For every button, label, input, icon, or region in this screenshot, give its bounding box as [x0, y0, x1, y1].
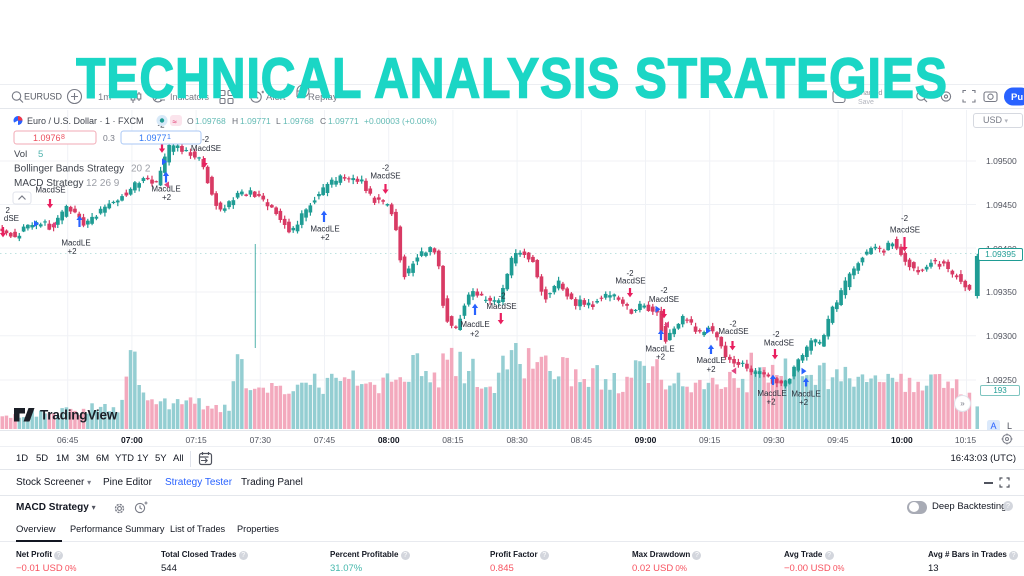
svg-text:1: 1	[167, 134, 171, 141]
svg-text:-2: -2	[901, 214, 909, 223]
svg-text:MacdSE: MacdSE	[35, 186, 65, 195]
svg-text:+0.00003 (+0.00%): +0.00003 (+0.00%)	[364, 116, 437, 126]
svg-text:MacdLE: MacdLE	[460, 320, 489, 329]
svg-text:1.09768: 1.09768	[283, 116, 314, 126]
svg-text:MacdSE: MacdSE	[486, 302, 516, 311]
svg-text:EURUSD: EURUSD	[24, 92, 63, 102]
svg-text:L: L	[276, 116, 281, 126]
svg-text:1.0977: 1.0977	[139, 133, 167, 143]
svg-text:+2: +2	[706, 365, 716, 374]
svg-text:Euro / U.S. Dollar · 1 · FXCM: Euro / U.S. Dollar · 1 · FXCM	[27, 116, 144, 126]
svg-text:MacdSE: MacdSE	[191, 144, 221, 153]
svg-text:MacdLE: MacdLE	[310, 225, 339, 234]
svg-text:1m: 1m	[98, 92, 111, 103]
svg-text:1.09771: 1.09771	[240, 116, 271, 126]
svg-text:-2: -2	[626, 269, 634, 278]
svg-text:20 2: 20 2	[131, 164, 151, 175]
svg-text:Alert: Alert	[266, 92, 286, 103]
svg-text:5: 5	[38, 149, 43, 160]
svg-text:MacdSE: MacdSE	[764, 339, 794, 348]
svg-text:-2: -2	[660, 286, 668, 295]
svg-text:C: C	[320, 116, 326, 126]
svg-text:0.3: 0.3	[103, 133, 115, 143]
svg-text:+2: +2	[320, 233, 330, 242]
svg-text:MacdSE: MacdSE	[649, 295, 679, 304]
svg-text:+2: +2	[67, 247, 77, 256]
svg-text:MACD Strategy: MACD Strategy	[14, 178, 83, 189]
svg-text:+2: +2	[766, 398, 776, 407]
svg-text:MacdLE: MacdLE	[61, 239, 90, 248]
svg-text:MacdSE: MacdSE	[718, 327, 748, 336]
svg-text:TradingView: TradingView	[40, 408, 118, 423]
svg-text:1.09768: 1.09768	[195, 116, 226, 126]
svg-text:MacdLE: MacdLE	[696, 356, 725, 365]
svg-text:1.0976: 1.0976	[33, 133, 61, 143]
svg-text:MacdSE: MacdSE	[615, 277, 645, 286]
svg-text:dSE: dSE	[4, 214, 19, 223]
svg-text:O: O	[187, 116, 194, 126]
svg-text:Replay: Replay	[308, 92, 338, 103]
svg-text:8: 8	[61, 134, 65, 141]
svg-text:Unnamed: Unnamed	[852, 90, 882, 97]
svg-text:-2: -2	[202, 135, 210, 144]
svg-text:MacdLE: MacdLE	[151, 185, 180, 194]
svg-text:Indicators: Indicators	[170, 92, 210, 102]
svg-text:+2: +2	[656, 353, 666, 362]
svg-text:MacdLE: MacdLE	[757, 389, 786, 398]
svg-text:MacdLE: MacdLE	[645, 345, 674, 354]
svg-text:≈: ≈	[173, 118, 178, 127]
svg-text:-2: -2	[382, 164, 390, 173]
svg-text:MacdLE: MacdLE	[791, 390, 820, 399]
svg-text:MacdSE: MacdSE	[890, 226, 920, 235]
svg-text:Bollinger Bands Strategy: Bollinger Bands Strategy	[14, 164, 124, 175]
svg-text:-2: -2	[772, 330, 780, 339]
svg-text:+2: +2	[162, 193, 172, 202]
svg-text:Save: Save	[858, 99, 874, 106]
svg-text:Pu: Pu	[1011, 92, 1023, 103]
svg-text:H: H	[232, 116, 238, 126]
svg-text:MacdSE: MacdSE	[370, 172, 400, 181]
svg-text:-2: -2	[729, 320, 737, 329]
svg-text:1.09771: 1.09771	[328, 116, 359, 126]
svg-text:Vol: Vol	[14, 149, 27, 160]
svg-text:+2: +2	[470, 330, 480, 339]
svg-text:+2: +2	[799, 398, 809, 407]
svg-text:2: 2	[6, 206, 11, 215]
svg-text:-2: -2	[498, 292, 506, 301]
svg-text:12 26 9: 12 26 9	[86, 178, 120, 189]
